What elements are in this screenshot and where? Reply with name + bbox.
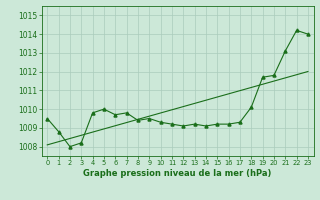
X-axis label: Graphe pression niveau de la mer (hPa): Graphe pression niveau de la mer (hPa)	[84, 169, 272, 178]
